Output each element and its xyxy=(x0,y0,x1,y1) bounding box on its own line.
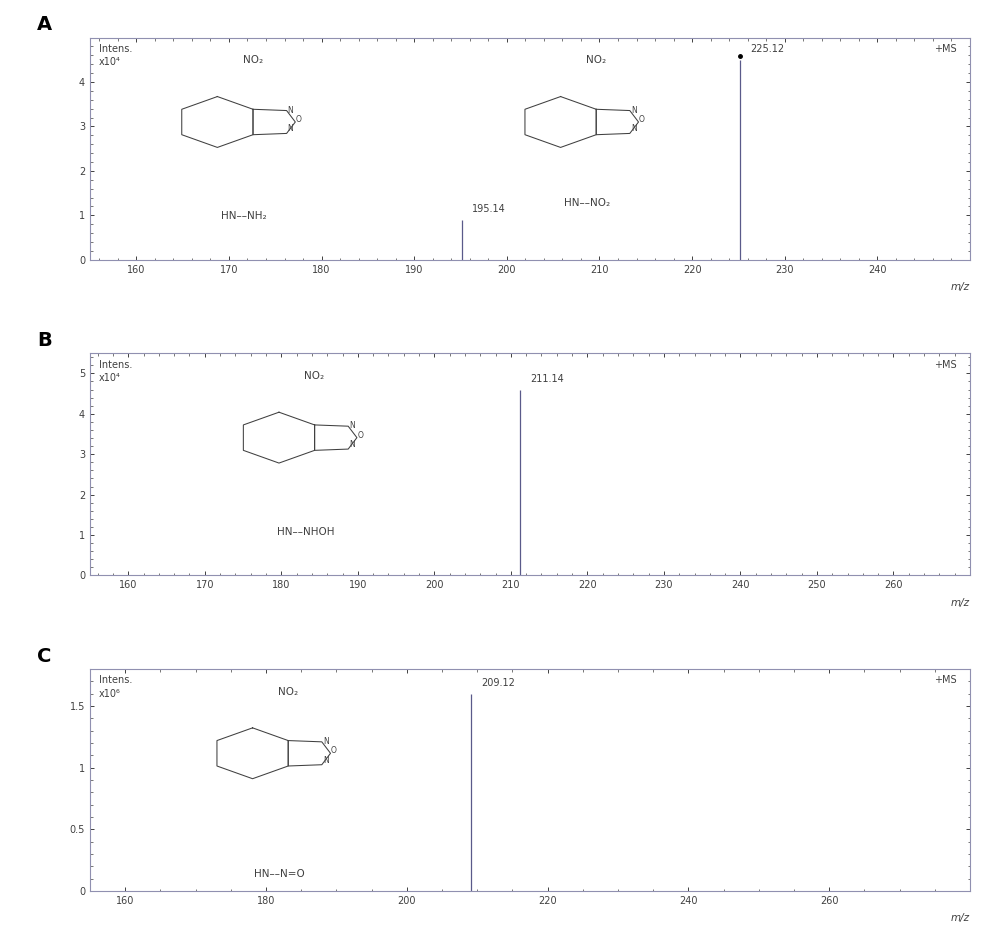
Text: +MS: +MS xyxy=(934,675,957,686)
Text: +MS: +MS xyxy=(934,360,957,370)
Text: HN––NHOH: HN––NHOH xyxy=(277,526,334,537)
Text: m/z: m/z xyxy=(951,282,970,292)
Text: NO₂: NO₂ xyxy=(278,687,298,697)
Text: O: O xyxy=(296,115,302,124)
Text: +MS: +MS xyxy=(934,44,957,54)
Text: 211.14: 211.14 xyxy=(530,374,564,384)
Text: HN––NH₂: HN––NH₂ xyxy=(221,211,267,221)
Text: O: O xyxy=(331,747,337,755)
Text: N: N xyxy=(349,421,355,431)
Text: HN––N=O: HN––N=O xyxy=(254,869,305,879)
Text: N: N xyxy=(631,125,637,133)
Text: A: A xyxy=(37,15,52,35)
Text: 209.12: 209.12 xyxy=(482,678,515,688)
Text: NO₂: NO₂ xyxy=(586,55,606,66)
Text: 195.14: 195.14 xyxy=(472,204,506,214)
Text: 225.12: 225.12 xyxy=(750,44,784,54)
Text: m/z: m/z xyxy=(951,598,970,608)
Text: HN––NO₂: HN––NO₂ xyxy=(564,198,610,207)
Text: Intens.
x10⁴: Intens. x10⁴ xyxy=(99,44,132,68)
Text: O: O xyxy=(357,431,363,440)
Text: C: C xyxy=(37,646,52,666)
Text: N: N xyxy=(349,440,355,449)
Text: Intens.
x10⁶: Intens. x10⁶ xyxy=(99,675,132,699)
Text: NO₂: NO₂ xyxy=(304,371,324,381)
Text: N: N xyxy=(323,736,329,746)
Text: Intens.
x10⁴: Intens. x10⁴ xyxy=(99,360,132,383)
Text: B: B xyxy=(37,331,52,350)
Text: NO₂: NO₂ xyxy=(243,55,263,66)
Text: O: O xyxy=(639,115,645,124)
Text: N: N xyxy=(323,756,329,764)
Text: N: N xyxy=(631,105,637,114)
Text: m/z: m/z xyxy=(951,914,970,923)
Text: N: N xyxy=(288,105,293,114)
Text: N: N xyxy=(288,125,293,133)
